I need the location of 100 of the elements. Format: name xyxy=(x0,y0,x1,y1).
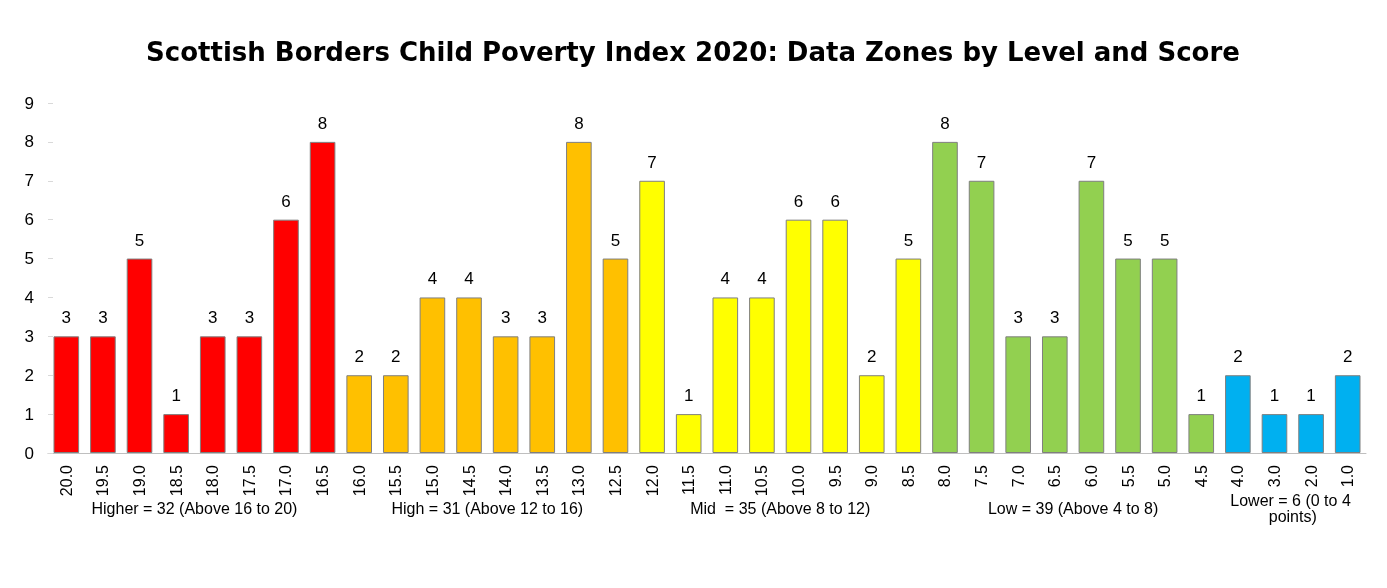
data-label: 2 xyxy=(354,347,364,367)
x-tick-label: 17.5 xyxy=(240,464,258,497)
bar xyxy=(1115,258,1141,453)
y-tick-label: 2 xyxy=(24,365,34,385)
data-label: 2 xyxy=(391,347,401,367)
x-tick-label: 4.0 xyxy=(1229,464,1247,488)
data-label: 2 xyxy=(1233,347,1243,367)
data-label: 5 xyxy=(134,230,145,250)
x-tick-label: 12.0 xyxy=(643,464,661,497)
x-tick-label: 8.5 xyxy=(899,464,917,488)
data-label: 4 xyxy=(464,269,474,289)
data-label: 6 xyxy=(830,191,840,211)
text: High = 31 (Above 12 to 16) xyxy=(391,499,584,517)
bar xyxy=(858,375,885,453)
data-label: 5 xyxy=(903,230,914,250)
data-label: 2 xyxy=(867,347,877,367)
data-label: 5 xyxy=(1159,230,1170,250)
x-tick-label: 14.5 xyxy=(460,464,478,497)
data-label: 8 xyxy=(574,113,584,133)
bar xyxy=(895,258,922,453)
x-tick-label: 5.5 xyxy=(1119,464,1137,488)
x-tick-label: 9.0 xyxy=(863,464,881,488)
data-label: 2 xyxy=(1342,347,1353,367)
y-tick-label: 5 xyxy=(24,249,34,269)
data-label: 3 xyxy=(61,308,72,328)
data-label: 3 xyxy=(1013,308,1023,328)
bar xyxy=(456,297,482,453)
bar xyxy=(1078,180,1105,453)
bar xyxy=(1188,414,1215,453)
bar xyxy=(639,180,665,453)
y-tick-label: 8 xyxy=(24,132,34,152)
data-label: 1 xyxy=(683,386,694,406)
bar xyxy=(529,336,556,453)
bar xyxy=(199,336,226,453)
data-label: 6 xyxy=(281,191,291,211)
bar xyxy=(712,297,739,453)
chart-title: Scottish Borders Child Poverty Index 2020: Data Zones by Level and Score xyxy=(146,37,1240,67)
x-tick-label: 2.0 xyxy=(1302,464,1320,488)
bar xyxy=(419,297,446,453)
bar xyxy=(90,336,116,453)
data-label: 3 xyxy=(1050,308,1060,328)
y-tick-label: 4 xyxy=(24,287,34,307)
x-tick-label: 18.5 xyxy=(167,464,185,497)
bar xyxy=(492,336,519,453)
data-label: 8 xyxy=(940,113,950,133)
bar xyxy=(53,336,80,453)
x-tick-label: 7.0 xyxy=(1009,464,1027,488)
x-tick-label: 12.5 xyxy=(606,464,624,497)
bar xyxy=(126,258,153,453)
y-tick-label: 3 xyxy=(24,326,34,346)
x-tick-label: 10.0 xyxy=(790,464,808,497)
data-label: 4 xyxy=(720,269,731,289)
x-tick-label: 19.5 xyxy=(94,464,112,497)
bar xyxy=(749,297,775,453)
bar xyxy=(273,219,299,453)
data-label: 5 xyxy=(610,230,621,250)
data-label: 1 xyxy=(171,386,181,406)
bar xyxy=(346,375,373,453)
x-tick-label: 15.5 xyxy=(387,464,405,497)
bar xyxy=(382,375,409,453)
x-tick-label: 15.0 xyxy=(423,464,441,497)
data-label: 7 xyxy=(647,152,657,172)
data-label: 7 xyxy=(1086,152,1097,172)
data-label: 6 xyxy=(793,191,804,211)
x-tick-label: 13.0 xyxy=(570,464,588,497)
bar xyxy=(602,258,629,453)
bar xyxy=(675,414,702,453)
x-tick-label: 9.5 xyxy=(826,464,844,488)
x-tick-label: 6.5 xyxy=(1046,464,1064,488)
bar xyxy=(566,141,592,453)
x-tick-label: 6.0 xyxy=(1082,464,1100,488)
y-tick-label: 9 xyxy=(24,93,34,113)
x-tick-label: 4.5 xyxy=(1192,464,1210,488)
data-label: 3 xyxy=(500,308,511,328)
x-tick-label: 14.0 xyxy=(497,464,515,497)
data-label: 3 xyxy=(208,308,218,328)
text: Low = 39 (Above 4 to 8) xyxy=(987,499,1159,517)
data-label: 3 xyxy=(537,308,547,328)
y-tick-label: 6 xyxy=(24,210,34,230)
bar xyxy=(1261,414,1288,453)
x-tick-label: 11.0 xyxy=(716,464,734,495)
x-tick-label: 1.0 xyxy=(1339,464,1357,488)
y-tick-label: 7 xyxy=(24,171,34,191)
bar xyxy=(1225,375,1251,453)
data-label: 4 xyxy=(757,269,767,289)
bar xyxy=(1334,375,1361,453)
x-tick-label: 19.0 xyxy=(131,464,149,497)
text: Higher = 32 (Above 16 to 20) xyxy=(91,499,298,517)
data-label: 1 xyxy=(1269,386,1280,406)
data-label: 1 xyxy=(1306,386,1316,406)
bar xyxy=(163,414,189,453)
bar xyxy=(309,141,336,453)
data-label: 3 xyxy=(244,308,255,328)
data-label: 4 xyxy=(427,269,438,289)
x-tick-label: 5.0 xyxy=(1156,464,1174,488)
data-label: 8 xyxy=(317,113,328,133)
bar xyxy=(236,336,263,453)
x-tick-label: 8.0 xyxy=(936,464,954,488)
x-tick-label: 13.5 xyxy=(533,464,551,497)
bar xyxy=(1041,336,1068,453)
